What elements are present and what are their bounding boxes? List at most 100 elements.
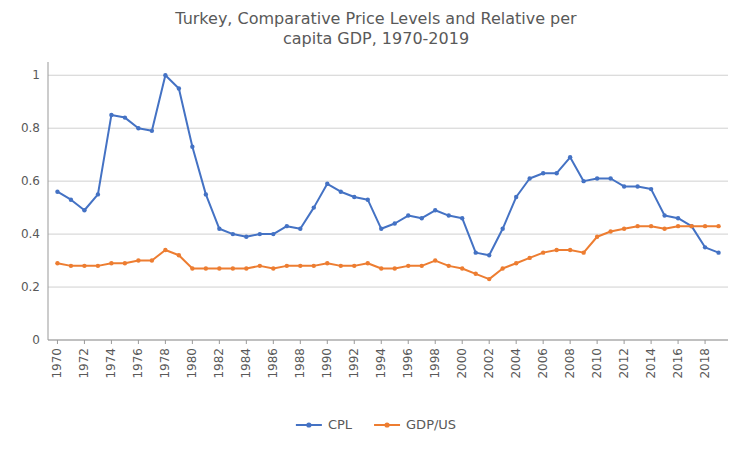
x-tick bbox=[678, 340, 679, 344]
chart: Turkey, Comparative Price Levels and Rel… bbox=[0, 0, 752, 451]
series-marker bbox=[82, 208, 86, 212]
series-marker bbox=[541, 171, 545, 175]
series-marker bbox=[433, 208, 437, 212]
series-marker bbox=[258, 232, 262, 236]
x-tick bbox=[57, 340, 58, 344]
series-marker bbox=[312, 264, 316, 268]
x-tick-label: 1988 bbox=[293, 348, 307, 379]
x-tick-label: 2018 bbox=[698, 348, 712, 379]
series-marker bbox=[244, 235, 248, 239]
series-marker bbox=[109, 113, 113, 117]
series-marker bbox=[150, 129, 154, 133]
series-marker bbox=[420, 216, 424, 220]
legend-label: CPL bbox=[328, 417, 353, 432]
series-marker bbox=[622, 227, 626, 231]
x-tick bbox=[489, 340, 490, 344]
y-tick-label: 1 bbox=[32, 68, 40, 82]
series-marker bbox=[379, 266, 383, 270]
x-tick-label: 1978 bbox=[158, 348, 172, 379]
legend: CPL GDP/US bbox=[296, 417, 456, 432]
series-marker bbox=[55, 261, 59, 265]
series-marker bbox=[447, 213, 451, 217]
series-marker bbox=[217, 266, 221, 270]
series-marker bbox=[447, 264, 451, 268]
x-tick-label: 1974 bbox=[104, 348, 118, 379]
x-tick bbox=[381, 340, 382, 344]
x-tick bbox=[651, 340, 652, 344]
series-marker bbox=[406, 213, 410, 217]
x-tick-label: 1992 bbox=[347, 348, 361, 379]
series-marker bbox=[527, 176, 531, 180]
series-marker bbox=[123, 115, 127, 119]
series-marker bbox=[635, 224, 639, 228]
series-marker bbox=[379, 227, 383, 231]
series-marker bbox=[231, 266, 235, 270]
x-tick bbox=[543, 340, 544, 344]
series-marker bbox=[703, 224, 707, 228]
x-tick bbox=[138, 340, 139, 344]
series-marker bbox=[649, 187, 653, 191]
series-marker bbox=[298, 264, 302, 268]
y-tick-label: 0 bbox=[32, 333, 40, 347]
series-marker bbox=[393, 221, 397, 225]
series-marker bbox=[96, 192, 100, 196]
y-tick-label: 0.6 bbox=[21, 174, 40, 188]
series-marker bbox=[406, 264, 410, 268]
series-marker bbox=[217, 227, 221, 231]
legend-item: GDP/US bbox=[374, 417, 456, 432]
x-tick bbox=[165, 340, 166, 344]
title-line: Turkey, Comparative Price Levels and Rel… bbox=[174, 9, 577, 28]
x-tick-label: 2012 bbox=[617, 348, 631, 379]
series-marker bbox=[177, 86, 181, 90]
x-tick bbox=[84, 340, 85, 344]
series-marker bbox=[190, 145, 194, 149]
series-marker bbox=[581, 179, 585, 183]
series-marker bbox=[527, 256, 531, 260]
x-axis-line bbox=[48, 340, 728, 341]
series-marker bbox=[514, 195, 518, 199]
x-tick-label: 2002 bbox=[482, 348, 496, 379]
x-tick bbox=[273, 340, 274, 344]
series-line bbox=[57, 226, 718, 279]
x-tick-label: 1984 bbox=[239, 348, 253, 379]
series-marker bbox=[473, 250, 477, 254]
x-tick bbox=[570, 340, 571, 344]
series-marker bbox=[150, 258, 154, 262]
series-marker bbox=[55, 190, 59, 194]
series-group bbox=[55, 73, 721, 281]
x-tick bbox=[246, 340, 247, 344]
grid-line bbox=[48, 340, 728, 341]
series-marker bbox=[393, 266, 397, 270]
series-marker bbox=[96, 264, 100, 268]
series-marker bbox=[716, 224, 720, 228]
grid-line bbox=[48, 234, 728, 235]
series-marker bbox=[689, 224, 693, 228]
series-marker bbox=[271, 266, 275, 270]
series-marker bbox=[568, 248, 572, 252]
series-marker bbox=[487, 277, 491, 281]
series-marker bbox=[500, 227, 504, 231]
x-tick bbox=[516, 340, 517, 344]
series-marker bbox=[244, 266, 248, 270]
x-tick bbox=[408, 340, 409, 344]
series-marker bbox=[163, 248, 167, 252]
series-marker bbox=[123, 261, 127, 265]
series-marker bbox=[352, 264, 356, 268]
series-marker bbox=[231, 232, 235, 236]
series-marker bbox=[433, 258, 437, 262]
grid-line bbox=[48, 128, 728, 129]
title-line: capita GDP, 1970-2019 bbox=[283, 29, 469, 48]
x-tick-label: 1994 bbox=[374, 348, 388, 379]
series-marker bbox=[136, 126, 140, 130]
series-marker bbox=[595, 235, 599, 239]
legend-marker bbox=[306, 422, 311, 427]
x-tick bbox=[111, 340, 112, 344]
series-marker bbox=[163, 73, 167, 77]
x-tick bbox=[705, 340, 706, 344]
series-marker bbox=[689, 224, 693, 228]
series-marker bbox=[608, 229, 612, 233]
x-tick bbox=[300, 340, 301, 344]
y-axis-line bbox=[48, 62, 49, 340]
series-marker bbox=[190, 266, 194, 270]
title: Turkey, Comparative Price Levels and Rel… bbox=[174, 9, 577, 48]
